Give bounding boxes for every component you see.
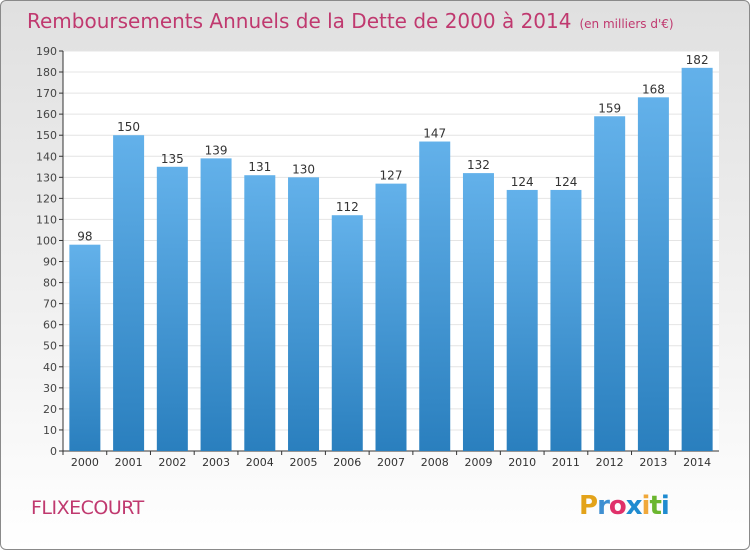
y-tick-label: 160	[36, 108, 57, 121]
y-tick-label: 150	[36, 129, 57, 142]
bar	[244, 175, 276, 452]
bar	[594, 116, 626, 452]
logo-letter: i	[660, 491, 670, 521]
data-label: 112	[336, 200, 359, 214]
bar	[69, 244, 101, 451]
y-tick-label: 90	[43, 256, 57, 269]
x-tick-label: 2002	[158, 456, 186, 469]
data-label: 147	[423, 127, 446, 141]
data-label: 168	[642, 82, 665, 96]
y-tick-label: 20	[43, 403, 57, 416]
data-label: 135	[161, 152, 184, 166]
y-tick-label: 70	[43, 298, 57, 311]
data-label: 139	[205, 143, 228, 157]
x-tick-label: 2008	[421, 456, 449, 469]
y-tick-label: 180	[36, 66, 57, 79]
x-tick-label: 2010	[508, 456, 536, 469]
chart-title-text: Remboursements Annuels de la Dette de 20…	[27, 9, 572, 33]
x-tick-label: 2014	[683, 456, 711, 469]
logo-letter: i	[641, 491, 651, 521]
x-tick-label: 2000	[71, 456, 99, 469]
bar	[288, 177, 320, 451]
bar	[681, 67, 713, 451]
y-tick-label: 60	[43, 319, 57, 332]
data-label: 124	[554, 175, 577, 189]
proxiti-logo: Proxiti	[579, 491, 670, 521]
data-label: 124	[511, 175, 534, 189]
y-tick-label: 100	[36, 234, 57, 247]
y-tick-label: 170	[36, 87, 57, 100]
bar	[113, 135, 145, 452]
commune-name: FLIXECOURT	[31, 497, 144, 519]
bar	[506, 189, 538, 451]
logo-letter: P	[579, 491, 598, 521]
logo-letter: r	[597, 491, 610, 521]
x-tick-label: 2004	[246, 456, 274, 469]
y-tick-label: 50	[43, 340, 57, 353]
data-label: 131	[248, 160, 271, 174]
x-tick-label: 2001	[115, 456, 143, 469]
bar	[156, 166, 188, 451]
bar	[637, 97, 669, 451]
data-label: 150	[117, 120, 140, 134]
data-label: 132	[467, 158, 490, 172]
chart-unit: (en milliers d'€)	[579, 17, 674, 31]
x-tick-label: 2005	[290, 456, 318, 469]
chart-title: Remboursements Annuels de la Dette de 20…	[27, 9, 674, 33]
y-tick-label: 10	[43, 424, 57, 437]
logo-letter: x	[625, 491, 643, 521]
bar	[375, 183, 407, 451]
logo-letter: o	[608, 491, 627, 521]
y-tick-label: 80	[43, 277, 57, 290]
y-tick-label: 0	[50, 445, 57, 458]
x-tick-label: 2009	[464, 456, 492, 469]
bar	[419, 141, 451, 452]
data-labels: 98 150 135 139 131 130 112 127 147 132 124 124 159 16…	[77, 53, 708, 244]
data-label: 127	[380, 169, 403, 183]
bar	[331, 215, 363, 451]
y-tick-label: 190	[36, 45, 57, 58]
y-tick-label: 40	[43, 361, 57, 374]
bar	[462, 173, 494, 451]
y-tick-label: 30	[43, 382, 57, 395]
bars	[69, 67, 713, 452]
data-label: 182	[686, 53, 709, 67]
x-tick-label: 2011	[552, 456, 580, 469]
y-tick-label: 120	[36, 192, 57, 205]
x-tick-label: 2007	[377, 456, 405, 469]
x-tick-label: 2003	[202, 456, 230, 469]
x-tick-label: 2006	[333, 456, 361, 469]
data-label: 159	[598, 101, 621, 115]
bar	[200, 158, 232, 452]
y-tick-label: 130	[36, 171, 57, 184]
data-label: 98	[77, 230, 92, 244]
logo-letter: t	[649, 491, 661, 521]
x-tick-label: 2013	[639, 456, 667, 469]
bar	[550, 189, 582, 451]
data-label: 130	[292, 162, 315, 176]
x-tick-label: 2012	[596, 456, 624, 469]
y-tick-label: 110	[36, 213, 57, 226]
y-tick-label: 140	[36, 150, 57, 163]
tick-labels: 0 10 20 30 40 50 60 70 80 90 100 110 120 130 140 150 160…	[36, 45, 711, 469]
